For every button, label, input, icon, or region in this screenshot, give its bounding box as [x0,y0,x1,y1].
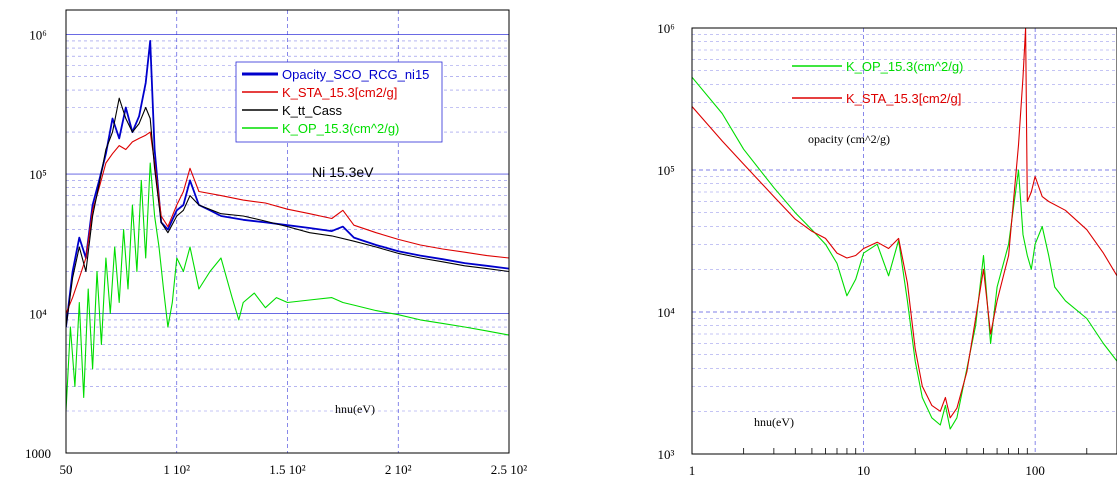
y-tick-label: 10⁶ [29,28,47,43]
chart-right: 10³ 10⁴ 10⁵ 10⁶ 1 10 100 K_OP_15.3(cm^2/g) K_STA… [657,21,1117,478]
x-tick-label: 1.5 10² [269,462,306,477]
x-tick-label: 2 10² [385,462,412,477]
x-tick-label: 2.5 10² [491,462,528,477]
x-tick-label: 10 [857,463,870,478]
y-tick-label: 10⁴ [29,307,47,322]
x-tick-label: 50 [60,462,73,477]
legend-label: K_tt_Cass [282,103,342,118]
chart-annotation: opacity (cm^2/g) [808,132,890,146]
series-line-1 [692,28,1117,419]
legend-label: K_STA_15.3[cm2/g] [846,91,961,106]
y-tick-label: 1000 [25,446,51,461]
y-tick-label: 10⁴ [657,305,675,320]
x-tick-label: 100 [1025,463,1045,478]
y-tick-label: 10⁶ [657,21,675,36]
chart-annotation: Ni 15.3eV [312,164,374,180]
x-tick-label: 1 10² [163,462,190,477]
y-tick-label: 10⁵ [29,167,47,182]
x-axis-label: hnu(eV) [754,415,794,429]
chart-left: 1000 10⁴ 10⁵ 10⁶ 50 1 10² 1.5 10² 2 10² 2.5 10² O… [25,9,528,477]
y-tick-label: 10⁵ [657,163,675,178]
legend-label: Opacity_SCO_RCG_ni15 [282,67,429,82]
x-axis-label: hnu(eV) [335,402,375,416]
legend-label: K_STA_15.3[cm2/g] [282,85,397,100]
plot-area [692,28,1117,454]
x-tick-label: 1 [689,463,696,478]
series-line-0 [692,76,1117,430]
plot-frame [65,9,510,454]
plot-frame [691,27,1117,455]
legend-label: K_OP_15.3(cm^2/g) [846,59,963,74]
series-line-1 [66,131,509,314]
y-tick-label: 10³ [658,447,675,462]
legend-label: K_OP_15.3(cm^2/g) [282,121,399,136]
